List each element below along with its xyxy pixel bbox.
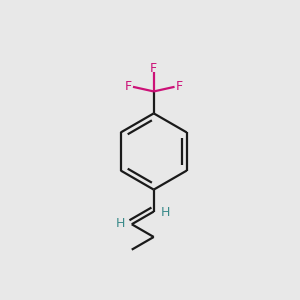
Text: F: F <box>150 62 157 75</box>
Text: F: F <box>176 80 183 93</box>
Text: H: H <box>116 217 125 230</box>
Text: H: H <box>160 206 170 219</box>
Text: F: F <box>124 80 131 93</box>
